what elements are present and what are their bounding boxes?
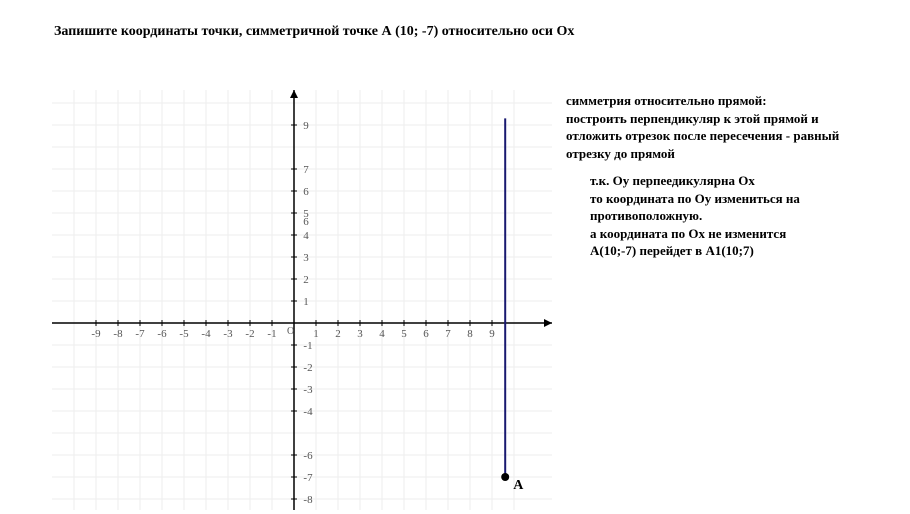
- exp-line: симметрия относительно прямой:: [566, 92, 839, 110]
- exp-line: то координата по Оу измениться на: [590, 190, 839, 208]
- svg-text:1: 1: [313, 328, 319, 340]
- svg-text:1: 1: [303, 296, 309, 308]
- svg-text:-4: -4: [303, 406, 313, 418]
- coordinate-svg: -9-8-7-6-5-4-3-2-112345678912345679-1-2-…: [52, 90, 552, 510]
- svg-text:-1: -1: [303, 340, 312, 352]
- svg-text:3: 3: [303, 252, 309, 264]
- svg-text:-7: -7: [135, 328, 145, 340]
- svg-text:-3: -3: [303, 384, 313, 396]
- exp-line: отложить отрезок после пересечения - рав…: [566, 127, 839, 145]
- svg-text:6: 6: [423, 328, 429, 340]
- svg-text:2: 2: [303, 274, 309, 286]
- svg-text:-5: -5: [179, 328, 189, 340]
- svg-text:-2: -2: [303, 362, 312, 374]
- svg-text:9: 9: [489, 328, 495, 340]
- svg-text:6: 6: [303, 216, 309, 228]
- svg-text:-4: -4: [201, 328, 211, 340]
- svg-text:-9: -9: [91, 328, 101, 340]
- svg-text:-8: -8: [303, 494, 313, 506]
- svg-text:-1: -1: [267, 328, 276, 340]
- problem-title: Запишите координаты точки, симметричной …: [54, 24, 574, 40]
- exp-line: построить перпендикуляр к этой прямой и: [566, 110, 839, 128]
- svg-text:-8: -8: [113, 328, 123, 340]
- exp-line: А(10;-7) перейдет в А1(10;7): [590, 242, 839, 260]
- exp-line: отрезку до прямой: [566, 145, 839, 163]
- svg-text:-3: -3: [223, 328, 233, 340]
- svg-text:7: 7: [445, 328, 451, 340]
- exp-line: т.к. Оу перпеедикулярна Ох: [590, 172, 839, 190]
- svg-text:5: 5: [401, 328, 407, 340]
- exp-line: а координата по Ох не изменится: [590, 225, 839, 243]
- svg-text:4: 4: [303, 230, 309, 242]
- svg-text:-6: -6: [157, 328, 167, 340]
- svg-text:7: 7: [303, 164, 309, 176]
- explanation-text: симметрия относительно прямой: построить…: [566, 92, 839, 260]
- svg-text:3: 3: [357, 328, 363, 340]
- svg-text:8: 8: [467, 328, 473, 340]
- svg-text:A: A: [513, 478, 524, 493]
- svg-text:6: 6: [303, 186, 309, 198]
- svg-text:2: 2: [335, 328, 341, 340]
- svg-text:O: O: [287, 326, 294, 337]
- coordinate-plane: -9-8-7-6-5-4-3-2-112345678912345679-1-2-…: [52, 90, 552, 510]
- svg-text:9: 9: [303, 120, 309, 132]
- svg-text:-6: -6: [303, 450, 313, 462]
- svg-text:-2: -2: [245, 328, 254, 340]
- svg-text:4: 4: [379, 328, 385, 340]
- exp-line: противоположную.: [590, 207, 839, 225]
- svg-text:-7: -7: [303, 472, 313, 484]
